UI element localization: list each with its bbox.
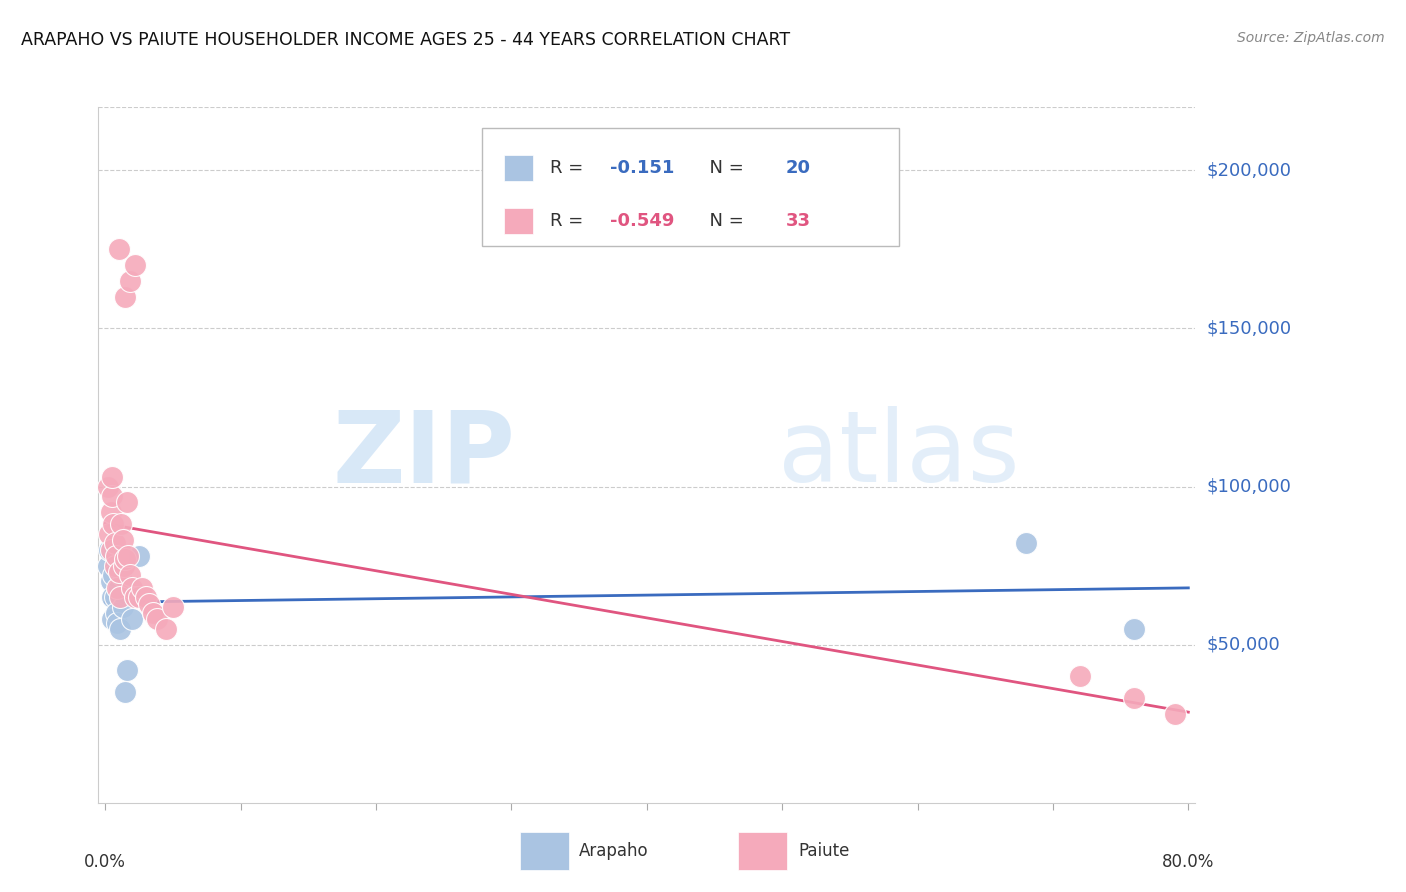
Text: 20: 20 [786, 159, 811, 177]
Point [121, 581, 143, 595]
Text: 80.0%: 80.0% [1163, 854, 1215, 871]
Text: ZIP: ZIP [332, 407, 515, 503]
Point [128, 549, 150, 563]
FancyBboxPatch shape [505, 208, 533, 235]
Text: atlas: atlas [779, 407, 1019, 503]
Point [155, 622, 177, 636]
FancyBboxPatch shape [482, 128, 898, 246]
Point [101, 489, 124, 503]
Point [105, 549, 128, 563]
Text: $50,000: $50,000 [1206, 636, 1279, 654]
Point [98, 527, 121, 541]
Point [97, 558, 120, 573]
Point [118, 581, 141, 595]
Point [105, 581, 128, 595]
Point [98, 542, 121, 557]
Point [1015, 536, 1038, 550]
Point [107, 581, 129, 595]
Point [101, 470, 124, 484]
Text: R =: R = [550, 159, 589, 177]
Point [112, 558, 135, 573]
Point [103, 568, 125, 582]
Text: $100,000: $100,000 [1206, 477, 1291, 496]
Point [111, 599, 134, 614]
Point [100, 542, 122, 557]
Point [110, 568, 132, 582]
Text: ARAPAHO VS PAIUTE HOUSEHOLDER INCOME AGES 25 - 44 YEARS CORRELATION CHART: ARAPAHO VS PAIUTE HOUSEHOLDER INCOME AGE… [21, 31, 790, 49]
Text: -0.549: -0.549 [610, 212, 675, 230]
Text: N =: N = [697, 212, 749, 230]
Point [100, 574, 122, 589]
Point [114, 290, 136, 304]
Point [114, 685, 136, 699]
Point [107, 565, 129, 579]
Point [100, 505, 122, 519]
Point [101, 591, 124, 605]
Text: N =: N = [697, 159, 749, 177]
FancyBboxPatch shape [505, 154, 533, 181]
Point [1123, 622, 1146, 636]
Point [118, 274, 141, 288]
Point [107, 243, 129, 257]
Point [145, 612, 167, 626]
Point [1123, 691, 1146, 706]
Point [124, 258, 146, 272]
Point [162, 599, 184, 614]
Point [1069, 669, 1091, 683]
Text: $200,000: $200,000 [1206, 161, 1291, 179]
Text: 33: 33 [786, 212, 811, 230]
Point [138, 597, 160, 611]
Point [105, 606, 128, 620]
Point [104, 558, 127, 573]
Point [135, 591, 157, 605]
Point [117, 549, 139, 563]
Point [105, 615, 128, 630]
Point [118, 568, 141, 582]
Text: $150,000: $150,000 [1206, 319, 1291, 337]
Point [115, 663, 138, 677]
Point [131, 581, 153, 595]
Point [103, 517, 125, 532]
Point [121, 612, 143, 626]
Point [142, 606, 165, 620]
Point [115, 495, 138, 509]
Point [111, 533, 134, 548]
Point [104, 536, 127, 550]
Point [128, 591, 150, 605]
Point [104, 591, 127, 605]
Point [110, 517, 132, 532]
Text: Paiute: Paiute [799, 842, 851, 860]
Point [1164, 707, 1187, 722]
Text: -0.151: -0.151 [610, 159, 675, 177]
Text: 0.0%: 0.0% [84, 854, 127, 871]
Point [108, 622, 131, 636]
Point [114, 552, 136, 566]
Point [97, 479, 120, 493]
Text: R =: R = [550, 212, 589, 230]
Text: Arapaho: Arapaho [579, 842, 650, 860]
Point [124, 591, 146, 605]
Point [101, 612, 124, 626]
Text: Source: ZipAtlas.com: Source: ZipAtlas.com [1237, 31, 1385, 45]
Point [108, 591, 131, 605]
